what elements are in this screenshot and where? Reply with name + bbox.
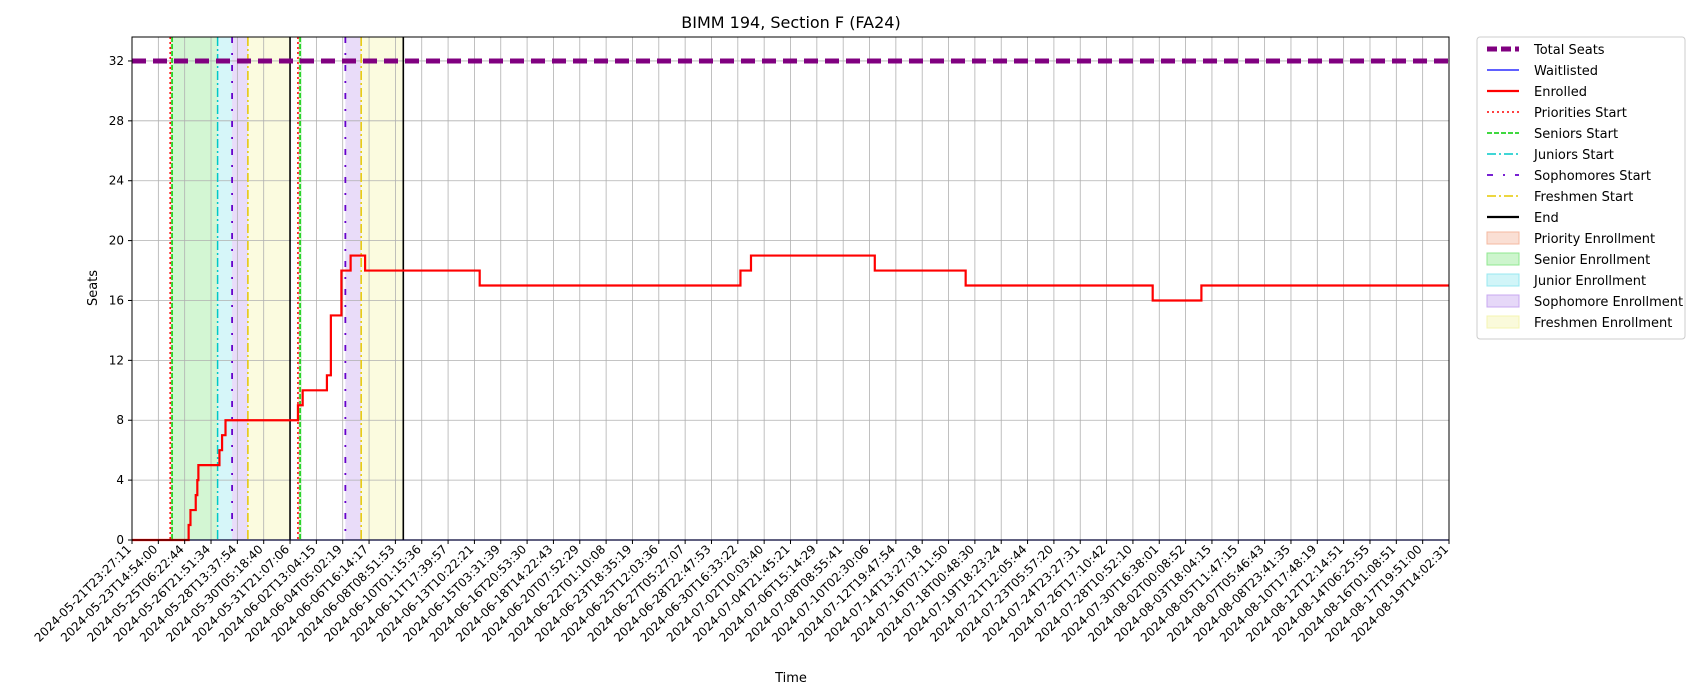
legend-label: Seniors Start (1534, 127, 1618, 142)
legend-label: Sophomore Enrollment (1534, 295, 1683, 310)
legend: Total Seats Waitlisted Enrolled Priorities … (1476, 36, 1686, 340)
legend-swatch (1486, 231, 1520, 245)
shaded-region (232, 37, 248, 540)
legend-label: Freshmen Enrollment (1534, 316, 1672, 331)
series-line (132, 254, 1449, 542)
y-tick-label: 16 (109, 293, 124, 307)
phase-start-lines (169, 37, 405, 540)
y-tick-label: 0 (116, 533, 124, 547)
legend-swatch (1486, 252, 1520, 266)
y-tick-label: 8 (116, 413, 124, 427)
shaded-region (170, 37, 173, 540)
legend-label: End (1534, 211, 1559, 226)
legend-label: Senior Enrollment (1534, 253, 1650, 268)
shaded-regions (170, 37, 404, 540)
legend-swatch (1486, 294, 1520, 308)
y-tick-label: 24 (109, 174, 124, 188)
legend-label: Junior Enrollment (1533, 274, 1646, 289)
y-tick-label: 4 (116, 473, 124, 487)
legend-label: Enrolled (1534, 85, 1587, 100)
legend-label: Priorities Start (1534, 106, 1627, 121)
x-axis-ticks: 2024-05-21T23:27:112024-05-23T14:54:0020… (32, 540, 1451, 645)
chart-title: BIMM 194, Section F (FA24) (681, 13, 900, 32)
x-axis-label: Time (774, 671, 807, 686)
shaded-region (361, 37, 404, 540)
legend-label: Sophomores Start (1534, 169, 1651, 184)
shaded-region (345, 37, 362, 540)
grid-lines (131, 37, 1450, 541)
shaded-region (300, 37, 302, 540)
shaded-region (297, 37, 301, 540)
shaded-region (247, 37, 291, 540)
y-tick-label: 28 (109, 114, 124, 128)
shaded-region (217, 37, 233, 540)
legend-label: Priority Enrollment (1534, 232, 1655, 247)
legend-swatch (1486, 273, 1520, 287)
legend-label: Waitlisted (1534, 64, 1598, 79)
y-tick-label: 12 (109, 353, 124, 367)
legend-label: Freshmen Start (1534, 190, 1633, 205)
y-axis-ticks: 0 4 8 12 16 20 24 28 32 (109, 54, 132, 547)
legend-label: Juniors Start (1533, 148, 1614, 163)
legend-label: Total Seats (1533, 43, 1605, 58)
y-axis-label: Seats (86, 270, 101, 306)
y-tick-label: 20 (109, 234, 124, 248)
legend-swatch (1486, 315, 1520, 329)
y-tick-label: 32 (109, 54, 124, 68)
legend-box (1476, 36, 1686, 340)
